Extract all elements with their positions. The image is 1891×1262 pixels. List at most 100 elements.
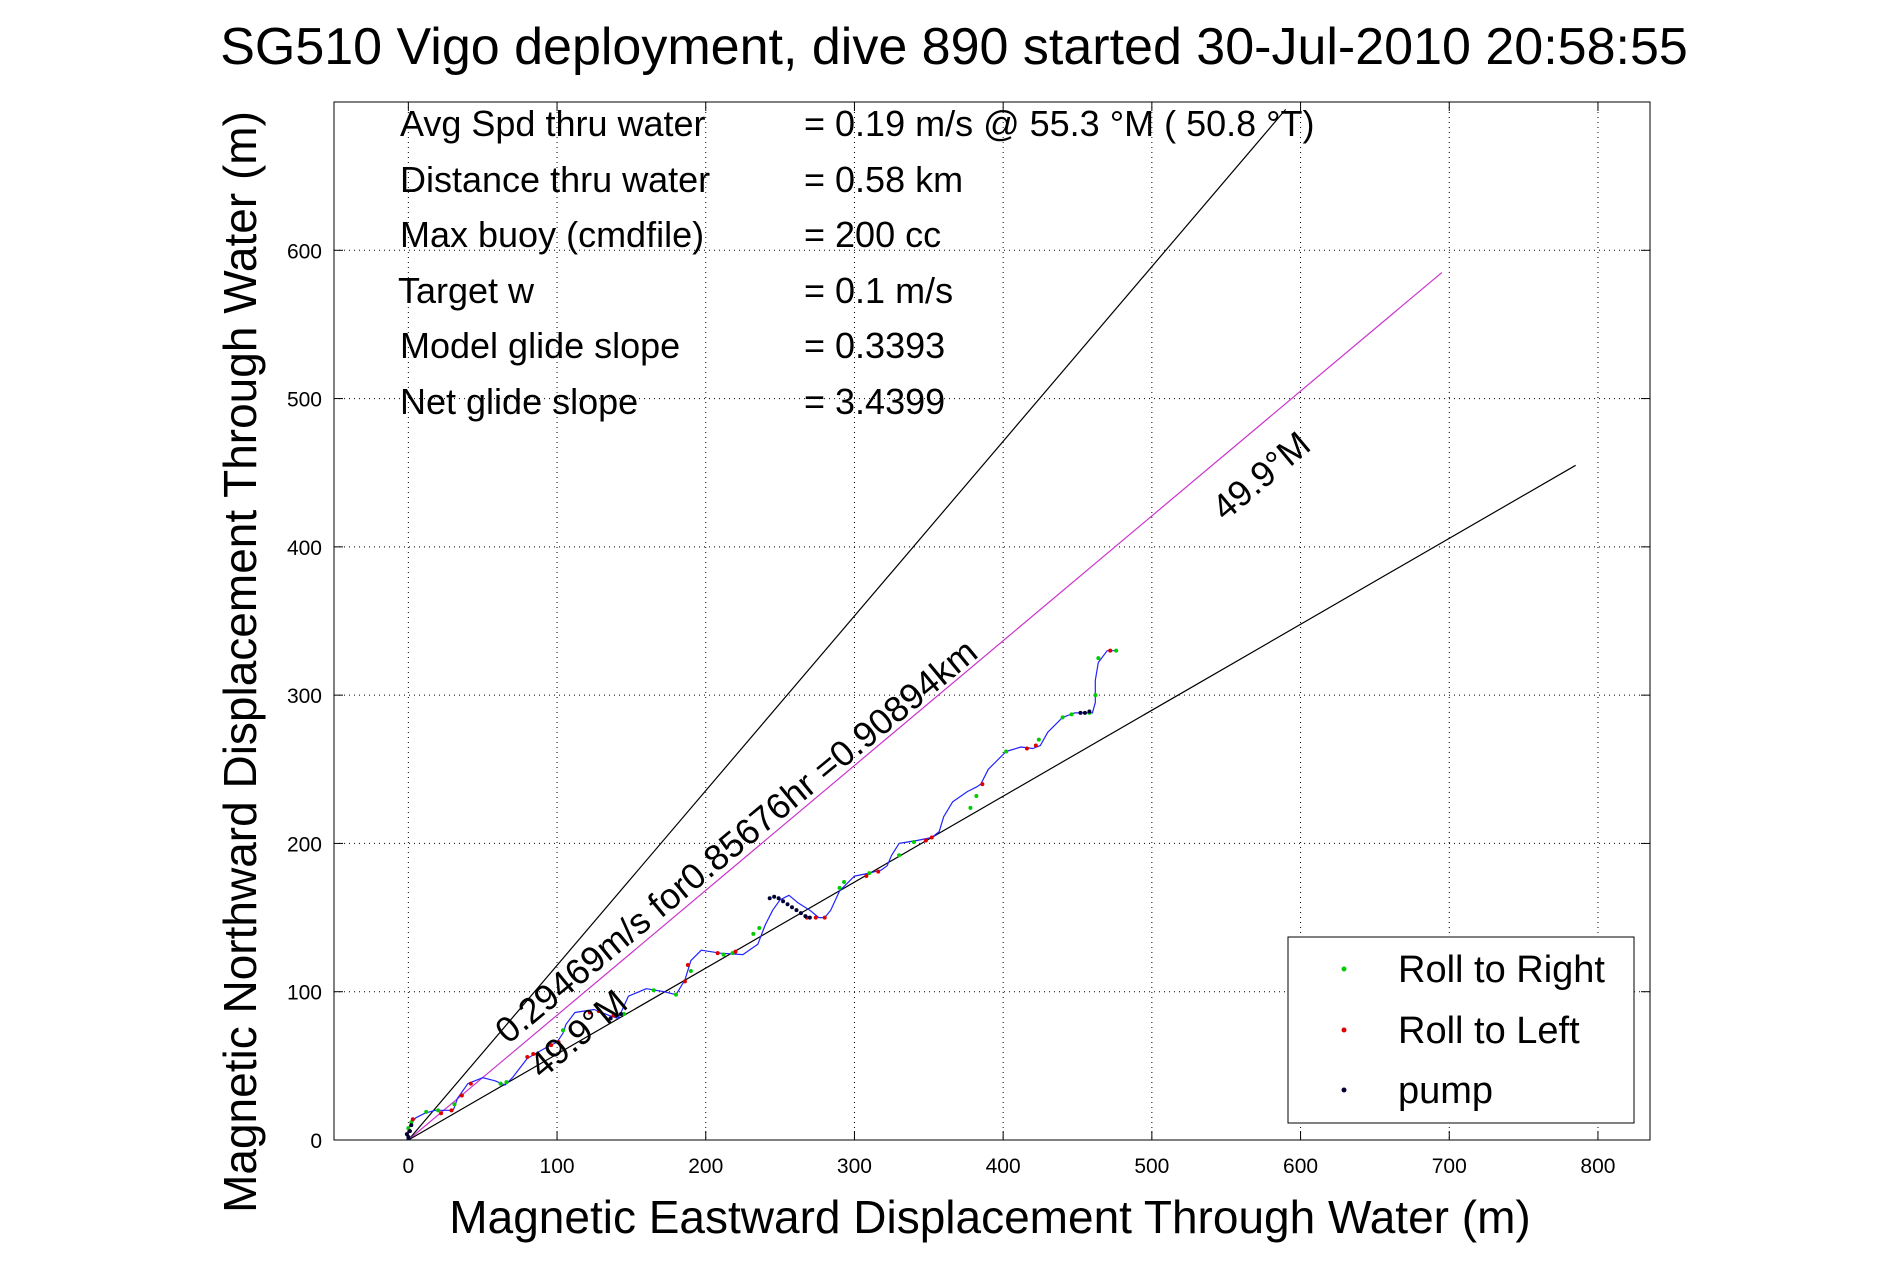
data-point [923, 838, 928, 843]
data-point [785, 902, 790, 907]
series-roll-to-right [406, 648, 1119, 1131]
data-point [794, 908, 799, 913]
data-point [789, 905, 794, 910]
legend-label-roll-right: Roll to Right [1398, 949, 1605, 991]
legend-marker-roll-right [1341, 966, 1347, 972]
data-layer [404, 109, 1576, 1140]
info-value-2: = 200 cc [804, 214, 941, 255]
data-point [531, 1051, 536, 1056]
data-point [468, 1081, 473, 1086]
y-tick-label: 500 [287, 389, 322, 412]
data-point [751, 931, 756, 936]
info-panel: Avg Spd thru water = 0.19 m/s @ 55.3 °M … [398, 103, 1315, 422]
data-point [525, 1054, 530, 1059]
x-tick-label: 800 [1580, 1155, 1615, 1178]
info-label-4: Model glide slope [400, 325, 680, 366]
info-label-2: Max buoy (cmdfile) [400, 214, 704, 255]
data-point [837, 885, 842, 890]
data-point [685, 963, 690, 968]
data-point [1114, 648, 1119, 653]
y-tick-label: 300 [287, 685, 322, 708]
data-point [897, 853, 902, 858]
data-point [822, 915, 827, 920]
data-point [1004, 749, 1009, 754]
data-point [404, 1132, 409, 1137]
x-tick-label: 700 [1432, 1155, 1467, 1178]
data-point [980, 782, 985, 787]
data-point [1024, 746, 1029, 751]
data-point [757, 925, 762, 930]
y-tick-label: 200 [287, 833, 322, 856]
x-tick-label: 0 [403, 1155, 415, 1178]
data-point [674, 992, 679, 997]
data-point [813, 915, 818, 920]
data-point [715, 951, 720, 956]
data-point [730, 951, 735, 956]
data-point [1096, 656, 1101, 661]
legend-label-roll-left: Roll to Left [1398, 1010, 1580, 1052]
data-point [781, 899, 786, 904]
data-point [776, 896, 781, 901]
reference-line-1 [407, 272, 1443, 1140]
legend-marker-pump [1341, 1087, 1347, 1093]
data-point [1093, 693, 1098, 698]
data-point [876, 869, 881, 874]
series-pump [404, 709, 1092, 1140]
data-point [803, 914, 808, 919]
data-point [864, 874, 869, 879]
info-value-3: = 0.1 m/s [804, 270, 953, 311]
legend: Roll to Right Roll to Left pump [1287, 936, 1635, 1124]
data-point [439, 1111, 444, 1116]
data-point [651, 988, 656, 993]
data-point [409, 1123, 414, 1128]
data-point [1108, 648, 1113, 653]
chart-title: SG510 Vigo deployment, dive 890 started … [220, 18, 1688, 76]
data-point [911, 839, 916, 844]
data-point [608, 1016, 613, 1021]
data-point [1082, 710, 1087, 715]
info-value-5: = 3.4399 [804, 381, 945, 422]
x-tick-label: 600 [1283, 1155, 1318, 1178]
info-label-1: Distance thru water [400, 159, 710, 200]
data-point [688, 968, 693, 973]
legend-marker-roll-left [1341, 1027, 1347, 1033]
y-tick-label: 600 [287, 240, 322, 263]
data-point [556, 1040, 561, 1045]
data-point [721, 952, 726, 957]
data-point [733, 949, 738, 954]
reference-line-2 [408, 464, 1576, 1140]
x-tick-label: 300 [837, 1155, 872, 1178]
data-point [611, 1013, 616, 1018]
info-label-3: Target w [398, 270, 535, 311]
data-point [410, 1117, 415, 1122]
data-point [842, 879, 847, 884]
data-point [621, 1011, 626, 1016]
info-label-0: Avg Spd thru water [400, 103, 706, 144]
y-tick-label: 100 [287, 982, 322, 1005]
data-point [618, 1011, 623, 1016]
info-value-0: = 0.19 m/s @ 55.3 °M ( 50.8 °T) [804, 103, 1315, 144]
x-tick-label: 500 [1134, 1155, 1169, 1178]
data-point [498, 1081, 503, 1086]
data-point [504, 1080, 509, 1085]
x-tick-label: 100 [540, 1155, 575, 1178]
data-point [1069, 712, 1074, 717]
x-tick-label: 200 [688, 1155, 723, 1178]
info-label-5: Net glide slope [400, 381, 638, 422]
x-axis-title: Magnetic Eastward Displacement Through W… [449, 1191, 1530, 1243]
info-value-4: = 0.3393 [804, 325, 945, 366]
plot-area: 0 100 200 300 400 500 600 700 800 0 100 200 300 400 5… [287, 101, 1651, 1178]
legend-label-pump: pump [1398, 1070, 1493, 1112]
data-point [772, 894, 777, 899]
data-point [596, 1008, 601, 1013]
data-point [929, 835, 934, 840]
data-point [459, 1093, 464, 1098]
y-axis-title: Magnetic Northward Displacement Through … [214, 111, 266, 1213]
data-point [449, 1108, 454, 1113]
data-point [974, 793, 979, 798]
x-ticks: 0 100 200 300 400 500 600 700 800 [403, 102, 1615, 1178]
y-tick-label: 0 [310, 1130, 322, 1153]
data-point [1033, 743, 1038, 748]
data-point [436, 1108, 441, 1113]
